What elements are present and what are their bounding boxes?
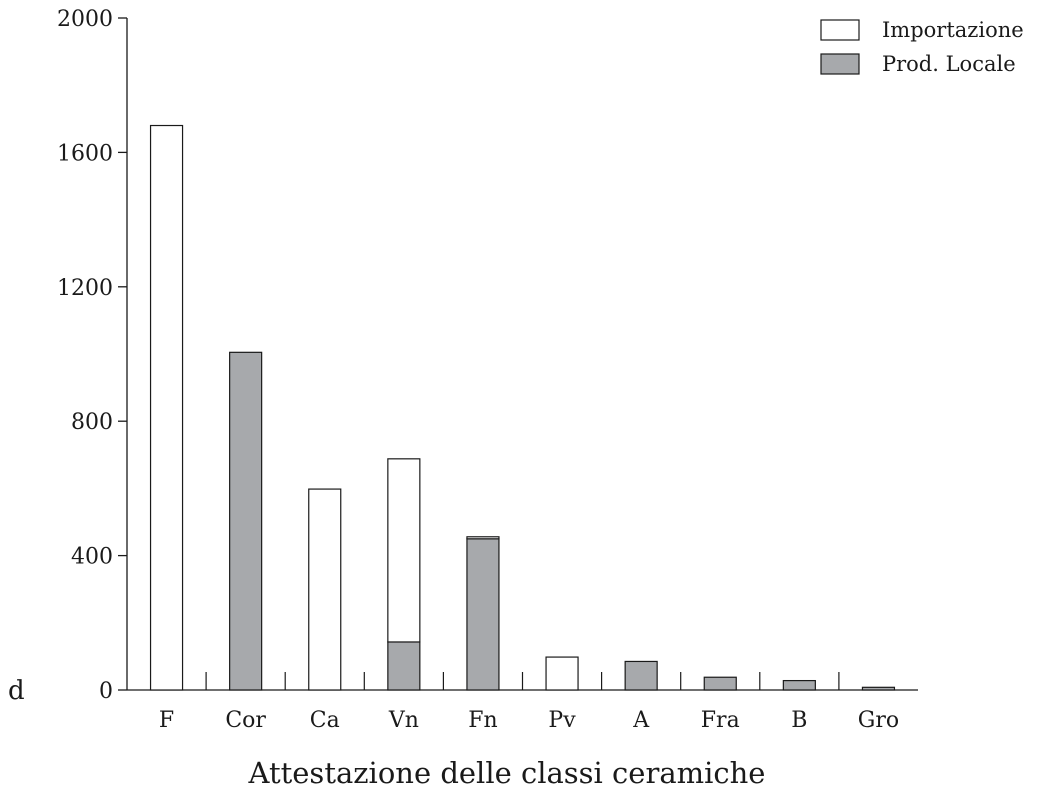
x-tick-label-pv: Pv xyxy=(548,708,576,733)
x-tick-label-ca: Ca xyxy=(310,708,340,733)
x-tick-label-cor: Cor xyxy=(225,708,266,733)
y-ticks: 0 400 800 1200 1600 2000 xyxy=(57,7,127,704)
x-tick-label-vn: Vn xyxy=(388,708,419,733)
bar-cor-prod-locale xyxy=(229,351,263,691)
x-axis-label: Attestazione delle classi ceramiche xyxy=(248,756,766,790)
x-tick-label-f: F xyxy=(159,708,174,733)
bar-fra-prod-locale xyxy=(703,676,737,691)
y-tick-label: 1600 xyxy=(57,141,113,166)
bar-pv-importazione xyxy=(545,656,579,691)
bar-b-prod-locale xyxy=(782,679,816,691)
x-ticks: F Cor Ca Vn Fn Pv A Fra B Gro xyxy=(159,672,899,733)
bar-ca-importazione xyxy=(308,488,342,691)
corner-label: d xyxy=(8,676,25,706)
x-tick-label-gro: Gro xyxy=(858,708,899,733)
bar-gro-prod-locale xyxy=(861,686,896,691)
legend-label-prod-locale: Prod. Locale xyxy=(882,52,1016,76)
x-tick-label-fra: Fra xyxy=(701,708,740,733)
y-tick-label: 800 xyxy=(71,410,113,435)
bar-fn-prod-locale xyxy=(466,538,500,691)
legend: Importazione Prod. Locale xyxy=(820,18,1024,76)
bar-f-importazione xyxy=(149,124,184,691)
y-tick-label: 2000 xyxy=(57,7,113,32)
legend-swatch-prod-locale xyxy=(820,53,860,75)
y-tick-label: 0 xyxy=(99,679,113,704)
y-tick-label: 400 xyxy=(71,545,113,570)
bar-vn-importazione xyxy=(387,458,421,643)
x-tick-label-a: A xyxy=(632,708,650,733)
x-tick-label-b: B xyxy=(791,708,807,733)
bar-a-prod-locale xyxy=(624,660,658,691)
legend-label-importazione: Importazione xyxy=(882,18,1024,42)
bar-fn-importazione xyxy=(466,536,500,540)
legend-swatch-importazione xyxy=(820,19,860,41)
x-tick-label-fn: Fn xyxy=(468,708,497,733)
bar-vn-prod-locale xyxy=(387,641,421,691)
y-tick-label: 1200 xyxy=(57,276,113,301)
bars xyxy=(149,124,896,691)
